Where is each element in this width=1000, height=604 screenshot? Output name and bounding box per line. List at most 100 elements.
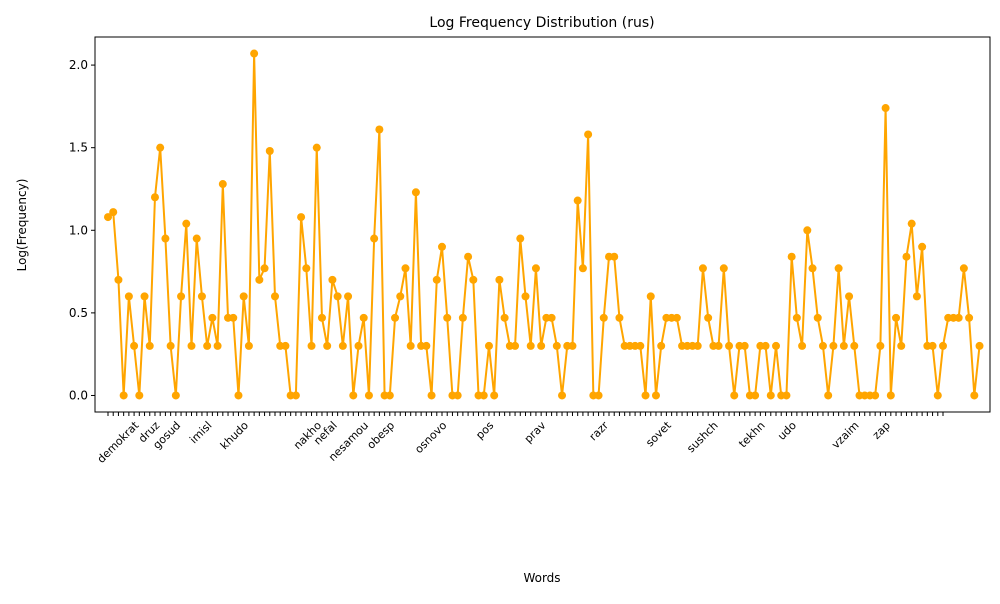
point — [751, 391, 760, 400]
x-tick-label: demokrat — [95, 418, 142, 465]
x-tick-label: zap — [870, 419, 893, 442]
point — [427, 391, 436, 400]
point — [135, 391, 144, 400]
x-tick-label: pos — [473, 419, 496, 442]
point — [928, 341, 937, 350]
point — [672, 313, 681, 322]
point — [218, 180, 227, 189]
x-tick-label: vzaim — [829, 419, 861, 451]
point — [511, 341, 520, 350]
point — [344, 292, 353, 301]
point — [907, 219, 916, 228]
point — [432, 275, 441, 284]
x-tick-label: prav — [522, 419, 549, 446]
point — [458, 313, 467, 322]
point — [302, 264, 311, 273]
point — [443, 313, 452, 322]
point — [495, 275, 504, 284]
point — [422, 341, 431, 350]
point — [328, 275, 337, 284]
point — [177, 292, 186, 301]
point — [375, 125, 384, 134]
point — [584, 130, 593, 139]
point — [479, 391, 488, 400]
point — [197, 292, 206, 301]
point — [359, 313, 368, 322]
point — [959, 264, 968, 273]
point — [798, 341, 807, 350]
point — [730, 391, 739, 400]
y-tick-label: 0.5 — [69, 306, 88, 320]
point — [573, 196, 582, 205]
point — [490, 391, 499, 400]
point — [244, 341, 253, 350]
point — [161, 234, 170, 243]
point — [725, 341, 734, 350]
point — [130, 341, 139, 350]
x-tick-label: udo — [775, 419, 799, 443]
point — [208, 313, 217, 322]
chart-title: Log Frequency Distribution (rus) — [429, 15, 654, 31]
point — [140, 292, 149, 301]
point — [187, 341, 196, 350]
x-tick-label: tekhn — [736, 419, 767, 450]
point — [323, 341, 332, 350]
point — [740, 341, 749, 350]
point — [182, 219, 191, 228]
x-tick-label: khudo — [218, 419, 251, 452]
point — [704, 313, 713, 322]
point — [521, 292, 530, 301]
point — [547, 313, 556, 322]
point — [782, 391, 791, 400]
point — [975, 341, 984, 350]
point — [250, 49, 259, 58]
point — [845, 292, 854, 301]
plot-frame — [94, 36, 991, 413]
point — [265, 146, 274, 155]
point — [912, 292, 921, 301]
point — [281, 341, 290, 350]
point — [385, 391, 394, 400]
point — [594, 391, 603, 400]
point — [599, 313, 608, 322]
point — [239, 292, 248, 301]
point — [516, 234, 525, 243]
point — [192, 234, 201, 243]
point — [772, 341, 780, 350]
point — [156, 143, 165, 152]
point — [939, 341, 947, 350]
point — [902, 252, 911, 261]
point — [808, 264, 817, 273]
point — [464, 252, 473, 261]
point — [234, 391, 243, 400]
point — [109, 208, 118, 217]
x-tick-label: razr — [587, 419, 612, 444]
point — [886, 391, 895, 400]
y-tick-label: 0.0 — [69, 388, 88, 402]
point — [370, 234, 379, 243]
point — [636, 341, 645, 350]
point — [615, 313, 624, 322]
point — [954, 313, 963, 322]
point — [897, 341, 906, 350]
y-tick-label: 2.0 — [69, 58, 88, 72]
point — [203, 341, 212, 350]
point — [829, 341, 838, 350]
point — [714, 341, 723, 350]
point — [933, 391, 942, 400]
x-axis-label: Words — [523, 571, 560, 585]
point — [892, 313, 901, 322]
x-tick-label: sushch — [684, 419, 720, 455]
point — [813, 313, 822, 322]
point — [401, 264, 410, 273]
point — [255, 275, 264, 284]
point — [469, 275, 478, 284]
series-line — [107, 53, 981, 397]
point — [787, 252, 796, 261]
point — [881, 104, 890, 113]
x-tick-label: sovet — [643, 418, 674, 449]
point — [766, 391, 775, 400]
y-tick-label: 1.0 — [69, 223, 88, 237]
point — [297, 213, 306, 222]
